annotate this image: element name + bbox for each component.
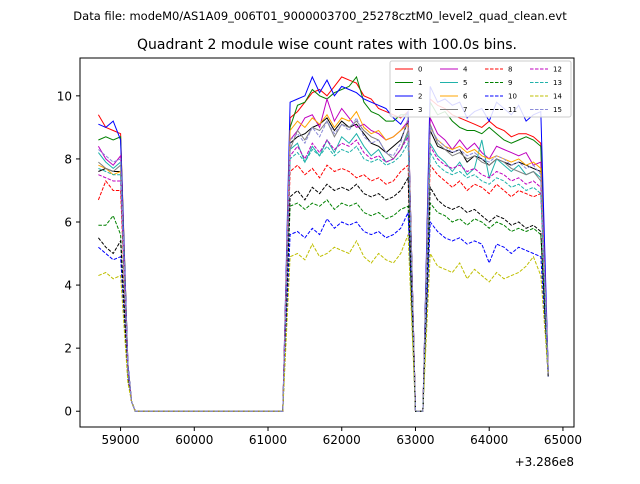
y-tick-label: 6	[64, 216, 72, 230]
legend-label-4: 4	[463, 66, 468, 74]
series-line-10	[98, 212, 549, 412]
legend-label-10: 10	[508, 93, 517, 101]
legend-label-3: 3	[418, 106, 422, 114]
x-tick-label: 63000	[396, 433, 434, 447]
series-line-7	[98, 120, 549, 412]
legend-label-5: 5	[463, 79, 467, 87]
series-line-12	[98, 135, 549, 412]
series-line-11	[98, 176, 549, 412]
y-tick-label: 4	[64, 279, 72, 293]
legend-box	[389, 60, 572, 118]
y-tick-label: 10	[57, 89, 72, 103]
chart-title: Quadrant 2 module wise count rates with …	[137, 37, 517, 53]
series-line-15	[98, 116, 549, 412]
series-line-14	[98, 234, 549, 412]
series-line-5	[98, 132, 549, 412]
x-tick-label: 64000	[470, 433, 508, 447]
legend-label-15: 15	[553, 106, 562, 114]
y-tick-label: 2	[64, 342, 72, 356]
x-tick-label: 62000	[323, 433, 361, 447]
series-line-8	[97, 163, 549, 412]
legend-label-13: 13	[553, 79, 562, 87]
legend-label-2: 2	[418, 93, 422, 101]
x-offset-label: +3.286e8	[515, 455, 574, 469]
legend-label-6: 6	[463, 93, 468, 101]
legend-label-11: 11	[508, 106, 517, 114]
legend-label-14: 14	[553, 93, 562, 101]
x-tick-label: 61000	[249, 433, 287, 447]
series-line-3	[98, 117, 549, 412]
x-tick-label: 65000	[544, 433, 582, 447]
series-layer	[97, 75, 549, 412]
figure-suptitle: Data file: modeM0/AS1A09_006T01_90000037…	[73, 9, 567, 23]
series-line-9	[98, 199, 549, 412]
x-tick-label: 60000	[175, 433, 213, 447]
axes-layer: 59000 60000 61000 62000 63000 64000 65000 0 2 4 6 8…	[57, 89, 582, 447]
y-tick-label: 0	[64, 405, 72, 419]
y-tick-label: 8	[64, 152, 72, 166]
plot-frame	[79, 57, 575, 428]
legend-label-9: 9	[508, 79, 512, 87]
legend-label-0: 0	[418, 66, 422, 74]
legend-label-1: 1	[418, 79, 422, 87]
legend-label-7: 7	[463, 106, 467, 114]
series-line-13	[98, 141, 549, 412]
legend-label-12: 12	[553, 66, 562, 74]
series-line-6	[98, 110, 549, 412]
x-tick-label: 59000	[101, 433, 139, 447]
legend-label-8: 8	[508, 66, 512, 74]
